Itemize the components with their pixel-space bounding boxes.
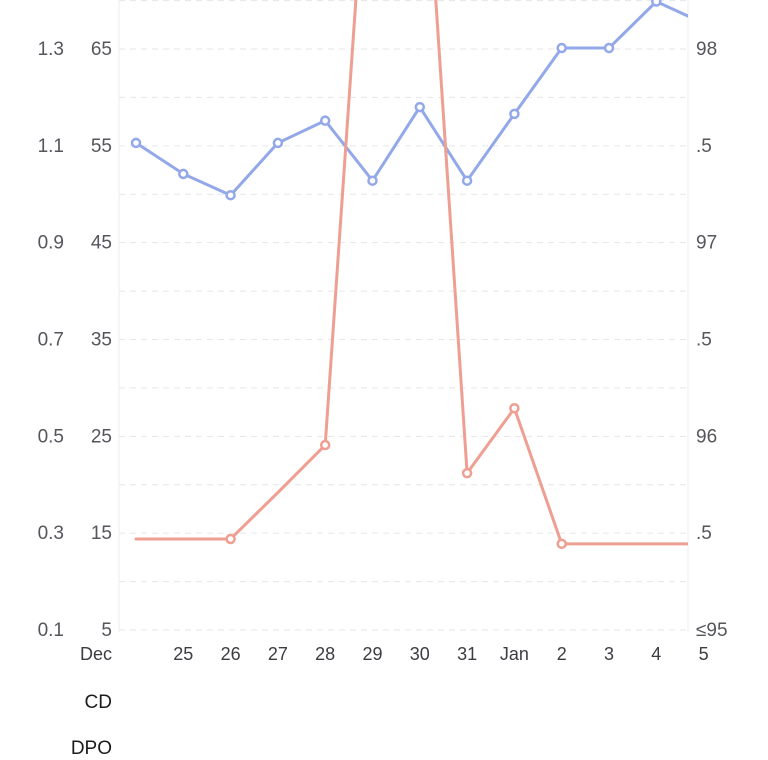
dpo-row-label: DPO: [70, 738, 112, 759]
right-tick-label: 96: [696, 426, 717, 447]
series-point[interactable]: [556, 42, 567, 54]
series-point[interactable]: [461, 467, 473, 479]
left-inner-tick-label: 55: [91, 136, 112, 157]
right-tick-label: .5: [696, 330, 712, 351]
right-tick-label: 97: [696, 233, 717, 254]
x-tick-label: 28: [315, 644, 335, 664]
x-tick-label: 31: [457, 644, 477, 664]
right-axis-ticks: ≤95 .5 96 .5 97 .5 98: [696, 39, 728, 641]
series-point[interactable]: [509, 108, 520, 120]
left-inner-tick-label: 35: [91, 330, 112, 351]
x-tick-label: 3: [604, 644, 614, 664]
left-outer-tick-label: 0.9: [38, 233, 64, 254]
left-outer-tick-label: 1.3: [38, 39, 64, 60]
right-tick-label: 98: [696, 39, 717, 60]
x-tick-label: 5: [699, 644, 709, 664]
series-point[interactable]: [603, 42, 615, 54]
series-point[interactable]: [367, 175, 378, 186]
x-tick-label: 2: [557, 644, 567, 664]
left-inner-tick-label: 25: [91, 426, 112, 447]
series-point[interactable]: [225, 533, 236, 545]
series-point[interactable]: [556, 538, 567, 550]
series-point[interactable]: [414, 101, 426, 113]
left-outer-tick-label: 0.7: [38, 330, 64, 351]
series-point[interactable]: [319, 439, 331, 451]
series-point[interactable]: [225, 189, 236, 201]
series-point[interactable]: [272, 137, 284, 149]
x-tick-label: 29: [362, 644, 382, 664]
series-point[interactable]: [651, 0, 662, 7]
x-tick-label: 4: [651, 644, 661, 664]
x-tick-label: 25: [173, 644, 193, 664]
left-inner-tick-label: 15: [91, 523, 112, 544]
x-tick-label: Jan: [500, 644, 529, 664]
left-inner-tick-label: 5: [101, 620, 112, 641]
right-tick-label: ≤95: [696, 620, 728, 641]
series-point[interactable]: [178, 168, 189, 180]
series-point[interactable]: [509, 403, 520, 414]
series-layer: [130, 0, 688, 550]
x-tick-label: 26: [221, 644, 241, 664]
left-inner-tick-label: 65: [91, 39, 112, 60]
left-inner-tick-label: 45: [91, 233, 112, 254]
left-outer-tick-label: 1.1: [38, 136, 64, 157]
series-line-1: [134, 0, 688, 546]
right-tick-label: .5: [696, 523, 712, 544]
series-point[interactable]: [319, 115, 331, 126]
x-tick-label: 30: [410, 644, 430, 664]
x-tick-label: Dec: [80, 644, 112, 664]
left-outer-tick-label: 0.3: [38, 523, 64, 544]
series-line-0: [134, 0, 688, 197]
grid-lines: [118, 0, 689, 632]
series-point[interactable]: [461, 175, 473, 186]
right-tick-label: .5: [696, 136, 712, 157]
cd-row-label: CD: [84, 692, 112, 713]
left-outer-tick-label: 0.1: [38, 620, 64, 641]
left-outer-tick-label: 0.5: [38, 426, 64, 447]
left-outer-axis-ticks: 0.1 0.3 0.5 0.7 0.9 1.1 1.3: [38, 39, 64, 641]
left-inner-axis-ticks: 5 15 25 35 45 55 65: [91, 39, 112, 641]
x-axis-ticks: Dec 25 26 27 28 29 30 31 Jan 2 3 4 5: [80, 644, 709, 664]
x-tick-label: 27: [268, 644, 288, 664]
series-point[interactable]: [130, 137, 142, 149]
